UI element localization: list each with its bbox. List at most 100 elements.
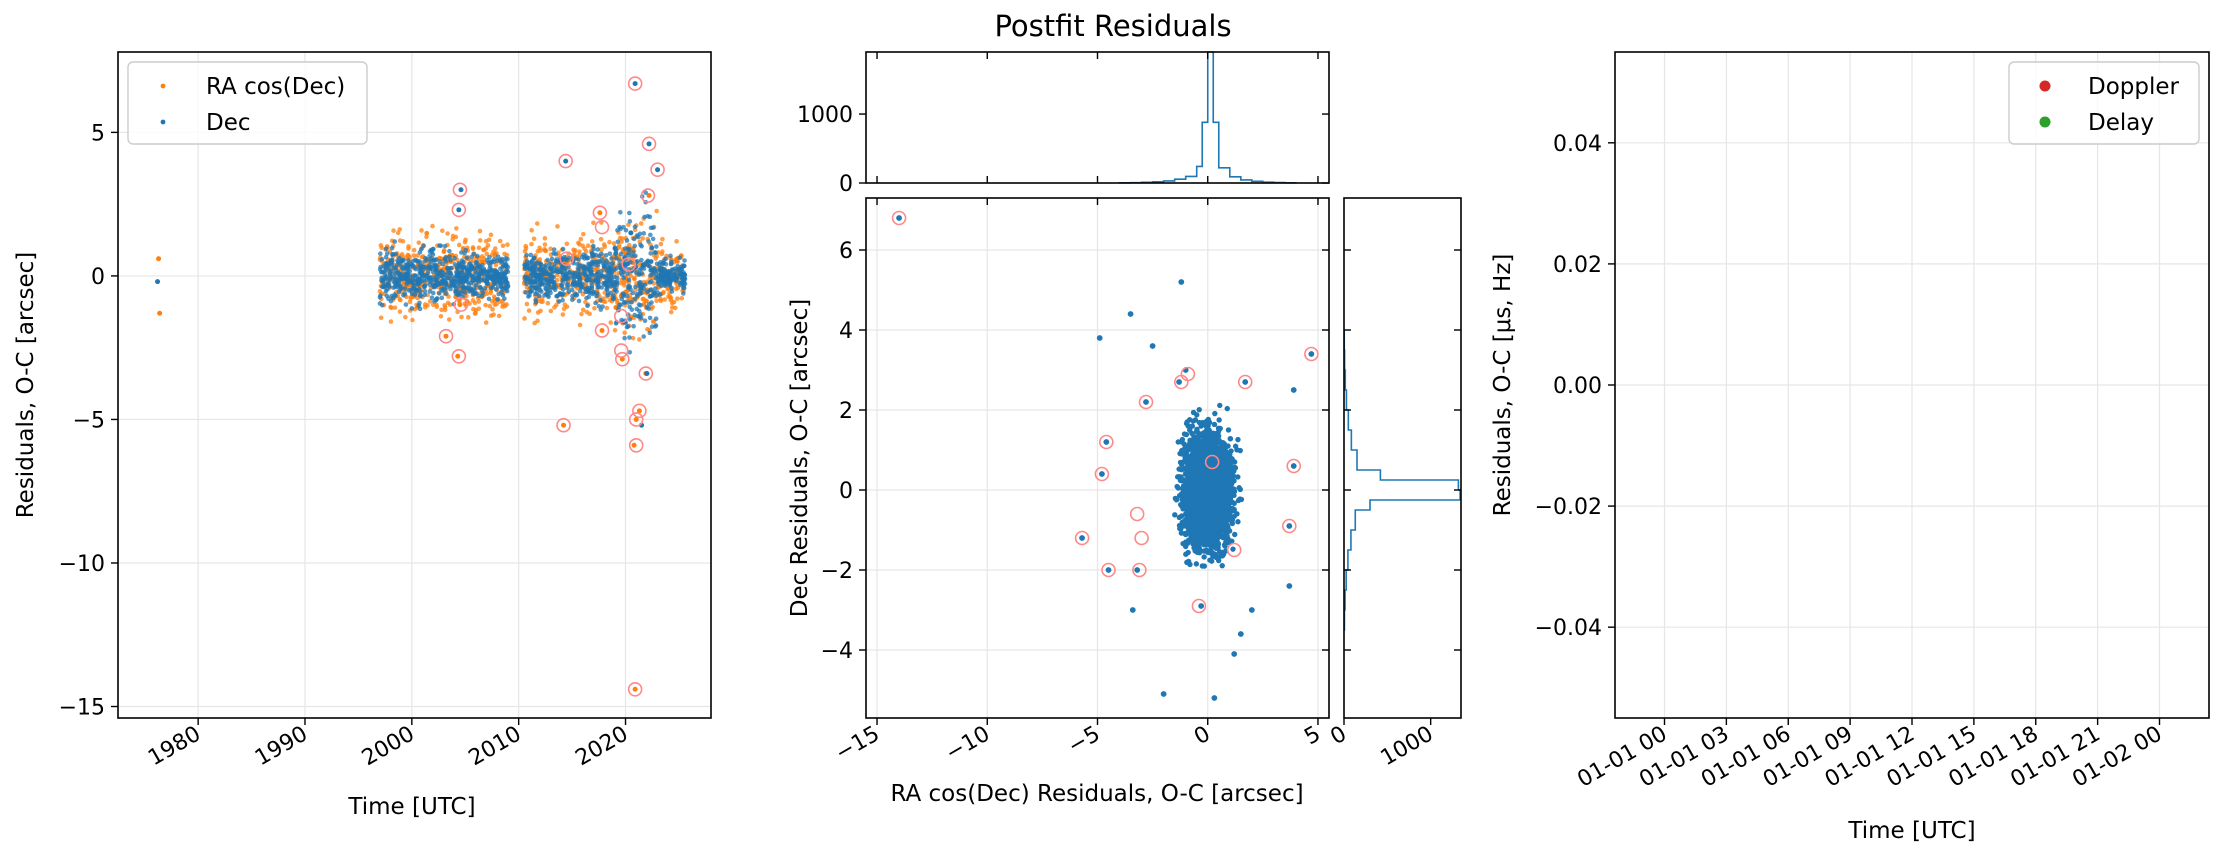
dec-point xyxy=(615,239,621,245)
dec-point xyxy=(477,272,482,278)
dec-point xyxy=(399,264,404,270)
dec-point xyxy=(551,264,557,270)
ra-point xyxy=(571,247,576,253)
dec-point xyxy=(433,277,439,283)
dec-point xyxy=(387,273,393,279)
ra-point xyxy=(504,302,509,307)
dec-point xyxy=(478,264,483,269)
ra-point xyxy=(542,236,548,241)
dec-point xyxy=(448,286,453,292)
scatter-point xyxy=(1178,513,1185,519)
dec-point xyxy=(657,265,663,271)
dec-point xyxy=(548,290,553,296)
dec-point xyxy=(442,243,448,249)
dec-point xyxy=(474,259,479,265)
ra-point xyxy=(455,353,461,359)
scatter-point xyxy=(1208,558,1215,564)
scatter-point xyxy=(1231,513,1237,519)
dec-point xyxy=(389,245,395,251)
dec-point xyxy=(668,253,673,259)
ra-point xyxy=(397,309,403,314)
dec-point xyxy=(505,269,511,275)
ra-point xyxy=(538,299,544,304)
ra-point xyxy=(602,299,608,305)
dec-point xyxy=(658,260,663,265)
ra-point xyxy=(534,221,540,226)
dec-point xyxy=(622,300,627,305)
dec-point xyxy=(556,299,562,304)
x-tick-label: 2020 xyxy=(572,722,633,772)
dec-point xyxy=(480,290,486,296)
dec-point xyxy=(448,257,453,263)
dec-point xyxy=(491,281,497,287)
dec-point xyxy=(637,288,643,293)
dec-point xyxy=(528,284,534,290)
dec-point xyxy=(576,298,582,304)
ra-point xyxy=(445,300,451,306)
dec-point xyxy=(489,259,494,264)
dec-point xyxy=(677,269,683,275)
dec-point xyxy=(502,271,508,277)
dec-point xyxy=(466,282,472,287)
dec-point xyxy=(652,286,658,291)
scatter-point xyxy=(1227,509,1234,515)
dec-point xyxy=(614,266,619,271)
ra-point xyxy=(442,307,448,313)
dec-point xyxy=(611,293,616,299)
dec-point xyxy=(539,262,544,268)
dec-point xyxy=(504,288,510,294)
scatter-point xyxy=(1213,554,1219,561)
ra-point xyxy=(659,251,665,257)
dec-point xyxy=(627,304,632,310)
dec-point xyxy=(637,280,642,285)
dec-point xyxy=(585,303,590,308)
scatter-point xyxy=(1225,427,1232,433)
dec-point xyxy=(502,296,507,301)
dec-point xyxy=(473,270,479,276)
ra-point xyxy=(497,238,503,244)
ra-point xyxy=(548,308,554,314)
scatter-point xyxy=(1196,406,1202,413)
dec-point xyxy=(417,250,423,255)
dec-point xyxy=(623,227,629,233)
ra-point xyxy=(668,309,674,315)
dec-point xyxy=(522,262,527,268)
scatter-point xyxy=(1221,441,1227,447)
dec-point xyxy=(563,257,568,262)
dec-point xyxy=(607,265,612,270)
dec-point xyxy=(383,246,389,252)
dec-point xyxy=(529,259,534,265)
dec-point xyxy=(403,302,409,307)
ra-point xyxy=(674,239,679,244)
dec-point xyxy=(632,296,638,302)
dec-point xyxy=(464,275,470,281)
ra-point xyxy=(580,307,586,313)
dec-point xyxy=(598,297,603,303)
dec-point xyxy=(610,261,615,266)
dec-point xyxy=(682,272,687,278)
dec-point xyxy=(646,301,652,307)
dec-point xyxy=(570,272,576,277)
dec-point xyxy=(586,294,592,300)
dec-point xyxy=(618,210,623,215)
dec-point xyxy=(427,249,433,254)
dec-point xyxy=(654,268,659,274)
dec-point xyxy=(626,277,632,283)
ra-point xyxy=(599,247,604,252)
dec-point xyxy=(425,270,431,276)
ra-point xyxy=(496,313,502,319)
legend-label-ra: RA cos(Dec) xyxy=(206,74,345,100)
dec-point xyxy=(430,252,436,257)
ra-point xyxy=(453,234,459,240)
dec-point xyxy=(429,295,435,300)
dec-point xyxy=(633,253,638,259)
dec-point xyxy=(617,262,623,268)
scatter-point xyxy=(1227,435,1234,442)
dec-point xyxy=(597,259,602,264)
ra-point xyxy=(529,227,534,233)
ra-point xyxy=(637,337,642,342)
dec-point xyxy=(532,261,538,266)
ra-point xyxy=(548,246,553,252)
dec-point xyxy=(584,256,590,261)
dec-point xyxy=(548,266,553,271)
